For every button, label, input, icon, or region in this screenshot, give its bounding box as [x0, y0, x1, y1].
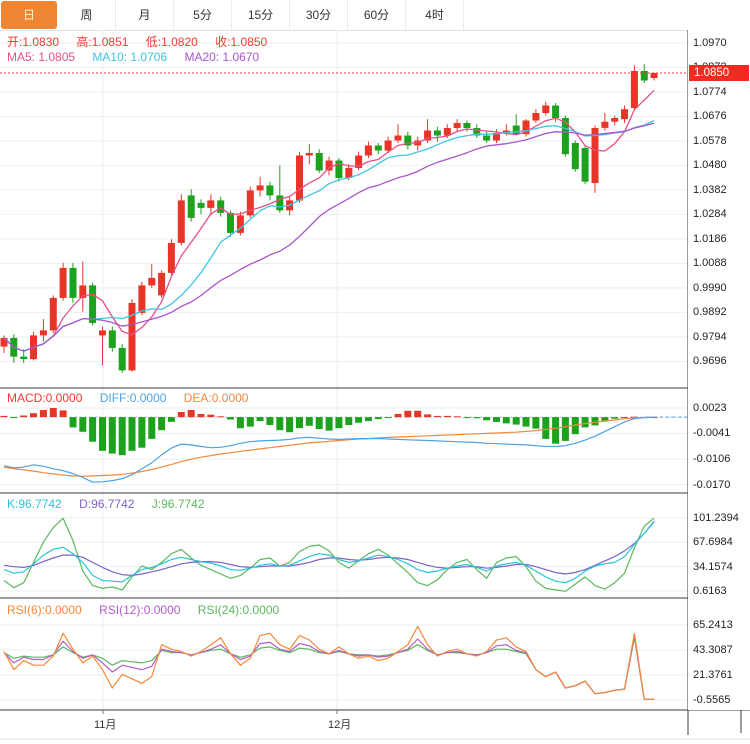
low-value: 低:1.0820: [145, 35, 198, 49]
ohlc-legend: 开:1.0830 高:1.0851 低:1.0820 收:1.0850: [7, 33, 281, 50]
y-axis-column: [688, 30, 750, 710]
tab-day[interactable]: 日: [1, 1, 57, 29]
k-value: K:96.7742: [7, 497, 62, 511]
close-value: 收:1.0850: [215, 35, 268, 49]
y-axis-label: 101.2394: [693, 512, 739, 524]
x-axis-label: 11月: [94, 719, 117, 731]
j-value: J:96.7742: [151, 497, 205, 511]
y-axis-label: 1.0676: [693, 110, 727, 122]
y-axis-label: 0.9990: [693, 282, 727, 294]
y-axis-label: 1.0774: [693, 86, 727, 98]
y-axis-label: 1.0970: [693, 37, 727, 49]
y-axis-label: 21.3761: [693, 669, 733, 681]
tab-month[interactable]: 月: [116, 0, 174, 30]
y-axis-label: -0.5565: [693, 694, 731, 706]
y-axis-label: -0.0106: [693, 453, 731, 465]
tab-5min[interactable]: 5分: [174, 0, 232, 30]
tab-60min[interactable]: 60分: [348, 0, 406, 30]
macd-value: MACD:0.0000: [7, 391, 83, 405]
high-value: 高:1.0851: [76, 35, 129, 49]
y-axis-label: 1.0186: [693, 233, 727, 245]
y-axis-label: 1.0480: [693, 159, 727, 171]
y-axis-label: 1.0382: [693, 184, 727, 196]
y-axis-label: 0.9696: [693, 355, 727, 367]
rsi12-value: RSI(12):0.0000: [99, 603, 181, 617]
ma20-value: MA20: 1.0670: [184, 50, 260, 64]
y-axis-label: 1.0284: [693, 208, 727, 220]
open-value: 开:1.0830: [7, 35, 60, 49]
tab-week[interactable]: 周: [58, 0, 116, 30]
ma10-value: MA10: 1.0706: [92, 50, 168, 64]
diff-value: DIFF:0.0000: [99, 391, 167, 405]
ma-legend: MA5: 1.0805 MA10: 1.0706 MA20: 1.0670: [7, 50, 273, 64]
rsi6-value: RSI(6):0.0000: [7, 603, 82, 617]
tab-15min[interactable]: 15分: [232, 0, 290, 30]
y-axis-label: 65.2413: [693, 619, 733, 631]
last-price-badge: 1.0850: [689, 65, 749, 81]
kdj-legend: K:96.7742 D:96.7742 J:96.7742: [7, 497, 219, 511]
y-axis-label: 67.6984: [693, 536, 733, 548]
y-axis-label: -0.0170: [693, 479, 731, 491]
rsi-legend: RSI(6):0.0000 RSI(12):0.0000 RSI(24):0.0…: [7, 603, 293, 617]
d-value: D:96.7742: [79, 497, 135, 511]
period-tabbar: 日 周 月 5分 15分 30分 60分 4时: [0, 0, 750, 31]
y-axis-label: 1.0088: [693, 257, 727, 269]
y-axis-label: 34.1574: [693, 561, 733, 573]
y-axis-label: 0.9794: [693, 331, 727, 343]
ma5-value: MA5: 1.0805: [7, 50, 76, 64]
tab-4hour[interactable]: 4时: [406, 0, 464, 30]
y-axis-label: 1.0578: [693, 135, 727, 147]
y-axis-label: 0.0023: [693, 402, 727, 414]
y-axis-label: 0.6163: [693, 585, 727, 597]
x-axis-label: 12月: [328, 719, 352, 731]
y-axis-label: -0.0041: [693, 427, 731, 439]
tab-30min[interactable]: 30分: [290, 0, 348, 30]
y-axis-label: 43.3087: [693, 644, 733, 656]
dea-value: DEA:0.0000: [183, 391, 249, 405]
y-axis-label: 0.9892: [693, 306, 727, 318]
rsi24-value: RSI(24):0.0000: [197, 603, 280, 617]
macd-legend: MACD:0.0000 DIFF:0.0000 DEA:0.0000: [7, 391, 262, 405]
